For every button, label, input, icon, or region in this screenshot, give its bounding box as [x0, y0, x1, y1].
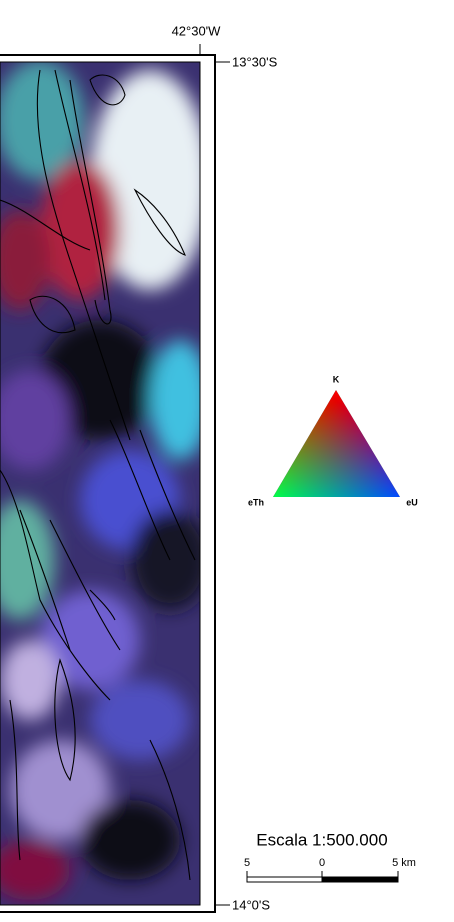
legend-apex-label: K: [333, 374, 340, 384]
map-frame: [0, 54, 216, 913]
scale-label: 5: [244, 857, 250, 869]
legend-right-label: eU: [406, 497, 418, 507]
scale-label: 0: [319, 857, 325, 869]
latitude-label: 13°30'S: [232, 54, 278, 69]
scale-label: 5 km: [392, 857, 416, 869]
map-neatline: [0, 61, 201, 906]
radiometric-image: [0, 62, 200, 905]
legend-left-label: eTh: [248, 497, 264, 507]
longitude-label: 42°30'W: [172, 23, 222, 38]
scale-bar: Escala 1:500.000 5 0 5 km: [244, 830, 416, 883]
scale-title: Escala 1:500.000: [256, 830, 387, 849]
latitude-label: 14°0'S: [232, 897, 270, 912]
ternary-legend: K eTh eU: [248, 374, 418, 507]
